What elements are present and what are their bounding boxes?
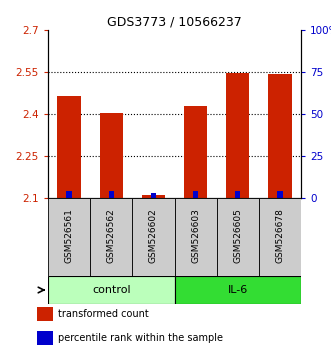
Bar	[193, 191, 198, 198]
Bar	[277, 191, 283, 198]
Bar	[100, 113, 123, 198]
Bar	[48, 198, 90, 276]
Bar	[37, 331, 53, 345]
Text: GSM526678: GSM526678	[275, 208, 284, 263]
Bar	[132, 198, 174, 276]
Title: GDS3773 / 10566237: GDS3773 / 10566237	[107, 16, 242, 29]
Bar	[58, 96, 81, 198]
Bar	[259, 198, 301, 276]
Bar	[90, 198, 132, 276]
Bar	[268, 74, 292, 198]
Bar	[109, 191, 114, 198]
Text: GSM526603: GSM526603	[191, 208, 200, 263]
Bar	[151, 193, 156, 198]
Bar	[37, 307, 53, 321]
Bar	[142, 195, 165, 198]
Bar	[48, 276, 174, 304]
Text: GSM526605: GSM526605	[233, 208, 242, 263]
Text: GSM526562: GSM526562	[107, 208, 116, 263]
Text: percentile rank within the sample: percentile rank within the sample	[58, 333, 223, 343]
Text: transformed count: transformed count	[58, 309, 149, 319]
Bar	[184, 105, 207, 198]
Bar	[66, 191, 72, 198]
Bar	[174, 276, 301, 304]
Bar	[217, 198, 259, 276]
Text: control: control	[92, 285, 130, 295]
Text: GSM526561: GSM526561	[65, 208, 73, 263]
Text: GSM526602: GSM526602	[149, 208, 158, 263]
Text: IL-6: IL-6	[228, 285, 248, 295]
Bar	[226, 73, 249, 198]
Bar	[174, 198, 217, 276]
Bar	[235, 191, 241, 198]
